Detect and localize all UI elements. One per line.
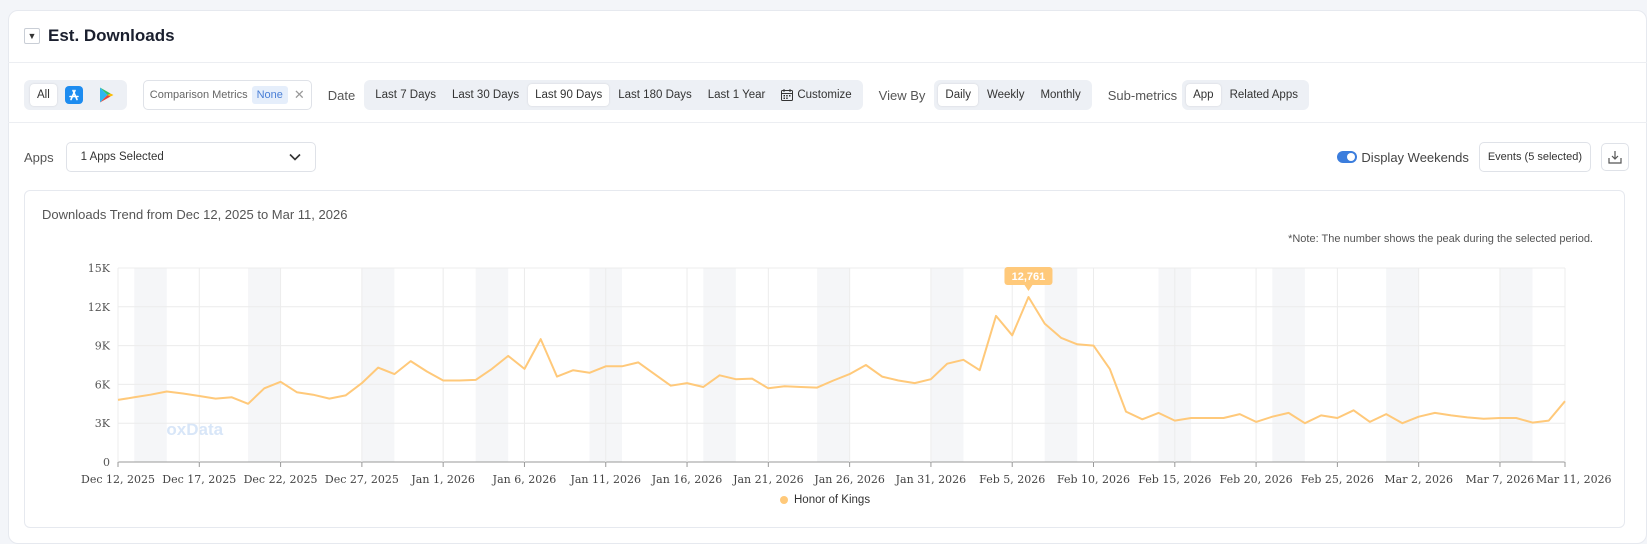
x-tick-label: Mar 2, 2026 <box>1384 473 1453 486</box>
section-header: ▼ Est. Downloads <box>24 26 175 46</box>
x-tick-label: Feb 15, 2026 <box>1138 473 1211 486</box>
x-tick-label: Dec 27, 2025 <box>325 473 399 486</box>
y-tick-label: 15K <box>88 262 111 275</box>
peak-label-pointer <box>1024 284 1033 291</box>
x-tick-label: Mar 7, 2026 <box>1466 473 1535 486</box>
customize-date-button[interactable]: Customize <box>774 84 858 106</box>
date-option-last-180-days[interactable]: Last 180 Days <box>618 89 692 101</box>
x-tick-label: Jan 11, 2026 <box>569 473 641 486</box>
weekend-band <box>1044 268 1078 462</box>
x-tick-label: Feb 10, 2026 <box>1057 473 1130 486</box>
weekend-band <box>475 268 509 462</box>
apps-select-value: 1 Apps Selected <box>80 151 164 163</box>
events-button[interactable]: Events (5 selected) <box>1478 142 1591 172</box>
view-by-selector: Daily Weekly Monthly <box>934 80 1092 110</box>
legend-series-label: Honor of Kings <box>794 494 871 506</box>
x-tick-label: Jan 21, 2026 <box>732 473 804 486</box>
divider <box>8 62 1647 63</box>
weekend-band <box>248 268 281 462</box>
google-play-icon[interactable] <box>91 84 121 106</box>
x-tick-label: Jan 26, 2026 <box>813 473 885 486</box>
chevron-down-icon <box>289 153 301 161</box>
weekend-band <box>1499 268 1533 462</box>
x-tick-label: Feb 25, 2026 <box>1301 473 1374 486</box>
download-icon <box>1608 151 1622 164</box>
x-tick-label: Mar 11, 2026 <box>1536 473 1612 486</box>
chart-title: Downloads Trend from Dec 12, 2025 to Mar… <box>42 207 348 222</box>
display-weekends: Display Weekends <box>1337 149 1469 165</box>
date-label: Date <box>327 87 356 103</box>
view-by-weekly[interactable]: Weekly <box>986 89 1025 101</box>
date-range-selector: Last 7 Days Last 30 Days Last 90 Days La… <box>364 80 863 110</box>
sub-metrics-selector: App Related Apps <box>1182 80 1309 110</box>
filter-toolbar: All Comparison Metrics None ✕ Date Last … <box>24 80 1309 110</box>
date-option-last-7-days[interactable]: Last 7 Days <box>375 89 436 101</box>
x-tick-label: Jan 31, 2026 <box>895 473 967 486</box>
x-tick-label: Dec 17, 2025 <box>162 473 236 486</box>
store-all-button[interactable]: All <box>30 84 57 106</box>
display-weekends-toggle[interactable] <box>1337 151 1358 163</box>
view-by-label: View By <box>878 87 926 103</box>
weekend-band <box>361 268 395 462</box>
legend-marker <box>780 496 788 504</box>
weekend-band <box>1272 268 1305 462</box>
sub-metric-app[interactable]: App <box>1186 84 1221 106</box>
y-tick-label: 6K <box>95 378 111 391</box>
display-weekends-label: Display Weekends <box>1361 149 1469 165</box>
chart-tools: Display Weekends Events (5 selected) <box>1337 142 1629 172</box>
weekend-band <box>817 268 850 462</box>
date-option-last-30-days[interactable]: Last 30 Days <box>452 89 520 101</box>
apps-row: Apps 1 Apps Selected <box>24 142 316 172</box>
chart-note: *Note: The number shows the peak during … <box>1288 233 1593 245</box>
comparison-metrics-label: Comparison Metrics <box>149 89 248 101</box>
x-tick-label: Jan 16, 2026 <box>651 473 723 486</box>
x-tick-label: Feb 5, 2026 <box>979 473 1045 486</box>
apps-select[interactable]: 1 Apps Selected <box>65 142 316 172</box>
view-by-monthly[interactable]: Monthly <box>1040 89 1081 101</box>
date-option-last-90-days[interactable]: Last 90 Days <box>528 84 610 106</box>
sub-metrics-label: Sub-metrics <box>1107 87 1178 103</box>
comparison-metrics-value[interactable]: None <box>251 86 288 104</box>
weekend-band <box>1386 268 1419 462</box>
divider <box>8 122 1647 123</box>
customize-label: Customize <box>797 89 852 101</box>
app-store-icon[interactable] <box>59 84 89 106</box>
section-title: Est. Downloads <box>48 26 175 45</box>
chart-legend[interactable]: Honor of Kings <box>780 494 870 506</box>
x-tick-label: Jan 1, 2026 <box>410 473 475 486</box>
weekend-band <box>134 268 167 462</box>
calendar-icon <box>781 89 794 101</box>
x-tick-label: Dec 12, 2025 <box>81 473 155 486</box>
x-tick-label: Feb 20, 2026 <box>1220 473 1293 486</box>
store-filter: All <box>24 80 127 110</box>
apps-label: Apps <box>24 149 54 165</box>
comparison-metrics[interactable]: Comparison Metrics None ✕ <box>142 80 312 110</box>
y-tick-label: 12K <box>88 301 111 314</box>
clear-comparison-icon[interactable]: ✕ <box>293 87 305 102</box>
peak-label-bg <box>1004 266 1053 285</box>
x-tick-label: Jan 6, 2026 <box>492 473 557 486</box>
view-by-daily[interactable]: Daily <box>938 84 978 106</box>
y-tick-label: 0 <box>103 456 110 469</box>
watermark-text: FoxData <box>156 420 224 439</box>
series-line-honor-of-kings <box>117 296 1566 425</box>
peak-label: 12,761 <box>1012 271 1046 283</box>
y-tick-label: 9K <box>95 340 111 353</box>
collapse-toggle-icon[interactable]: ▼ <box>24 28 40 44</box>
weekend-band <box>703 268 736 462</box>
x-tick-label: Dec 22, 2025 <box>244 473 318 486</box>
download-button[interactable] <box>1601 143 1629 171</box>
sub-metric-related-apps[interactable]: Related Apps <box>1229 89 1298 101</box>
y-tick-label: 3K <box>95 417 111 430</box>
date-option-last-1-year[interactable]: Last 1 Year <box>707 89 766 101</box>
